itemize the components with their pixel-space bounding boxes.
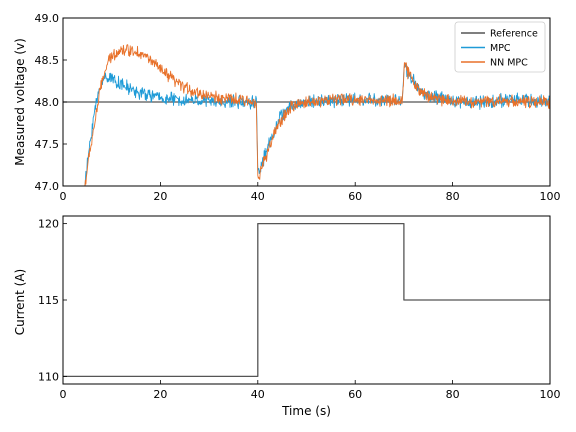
voltage-x-tick-label: 100 — [540, 190, 561, 203]
legend-label-nn-mpc: NN MPC — [490, 58, 528, 69]
legend-label-reference: Reference — [490, 29, 538, 40]
current-y-axis-label: Current (A) — [13, 269, 27, 335]
voltage-x-tick-label: 0 — [60, 190, 67, 203]
voltage-plot: 0 20 40 60 80 100 47.0 47.5 48.0 48.5 49.0 Measure… — [13, 12, 561, 203]
current-y-tick-label: 120 — [38, 218, 59, 231]
voltage-x-tick-label: 20 — [153, 190, 167, 203]
voltage-y-tick-label: 48.5 — [35, 54, 60, 67]
voltage-ticks: 0 20 40 60 80 100 47.0 47.5 48.0 48.5 49.0 — [35, 12, 561, 203]
current-series-current — [63, 222, 550, 378]
voltage-x-tick-label: 40 — [251, 190, 265, 203]
current-x-tick-label: 40 — [251, 388, 265, 401]
time-x-axis-label: Time (s) — [281, 404, 331, 418]
voltage-y-tick-label: 47.5 — [35, 138, 60, 151]
voltage-y-tick-label: 48.0 — [35, 96, 60, 109]
current-x-tick-label: 100 — [540, 388, 561, 401]
current-x-tick-label: 0 — [60, 388, 67, 401]
voltage-y-tick-label: 47.0 — [35, 180, 60, 193]
current-x-tick-label: 80 — [446, 388, 460, 401]
voltage-y-tick-label: 49.0 — [35, 12, 60, 25]
current-x-tick-label: 60 — [348, 388, 362, 401]
voltage-x-tick-label: 80 — [446, 190, 460, 203]
current-plot: 0 20 40 60 80 100 110 115 120 Current (A) Time (… — [13, 215, 561, 418]
current-y-tick-label: 110 — [38, 370, 59, 383]
voltage-y-axis-label: Measured voltage (v) — [13, 38, 27, 166]
legend-box — [454, 21, 546, 73]
voltage-legend: Reference MPC NN MPC — [454, 21, 546, 73]
voltage-series-mpc — [84, 63, 550, 186]
current-series-layer — [63, 222, 550, 378]
voltage-series-layer — [63, 44, 550, 186]
current-x-tick-label: 20 — [153, 388, 167, 401]
voltage-series-nn_mpc — [84, 44, 550, 186]
legend-label-mpc: MPC — [490, 43, 511, 54]
current-ticks: 0 20 40 60 80 100 110 115 120 — [38, 218, 561, 401]
voltage-x-tick-label: 60 — [348, 190, 362, 203]
current-y-tick-label: 115 — [38, 294, 59, 307]
